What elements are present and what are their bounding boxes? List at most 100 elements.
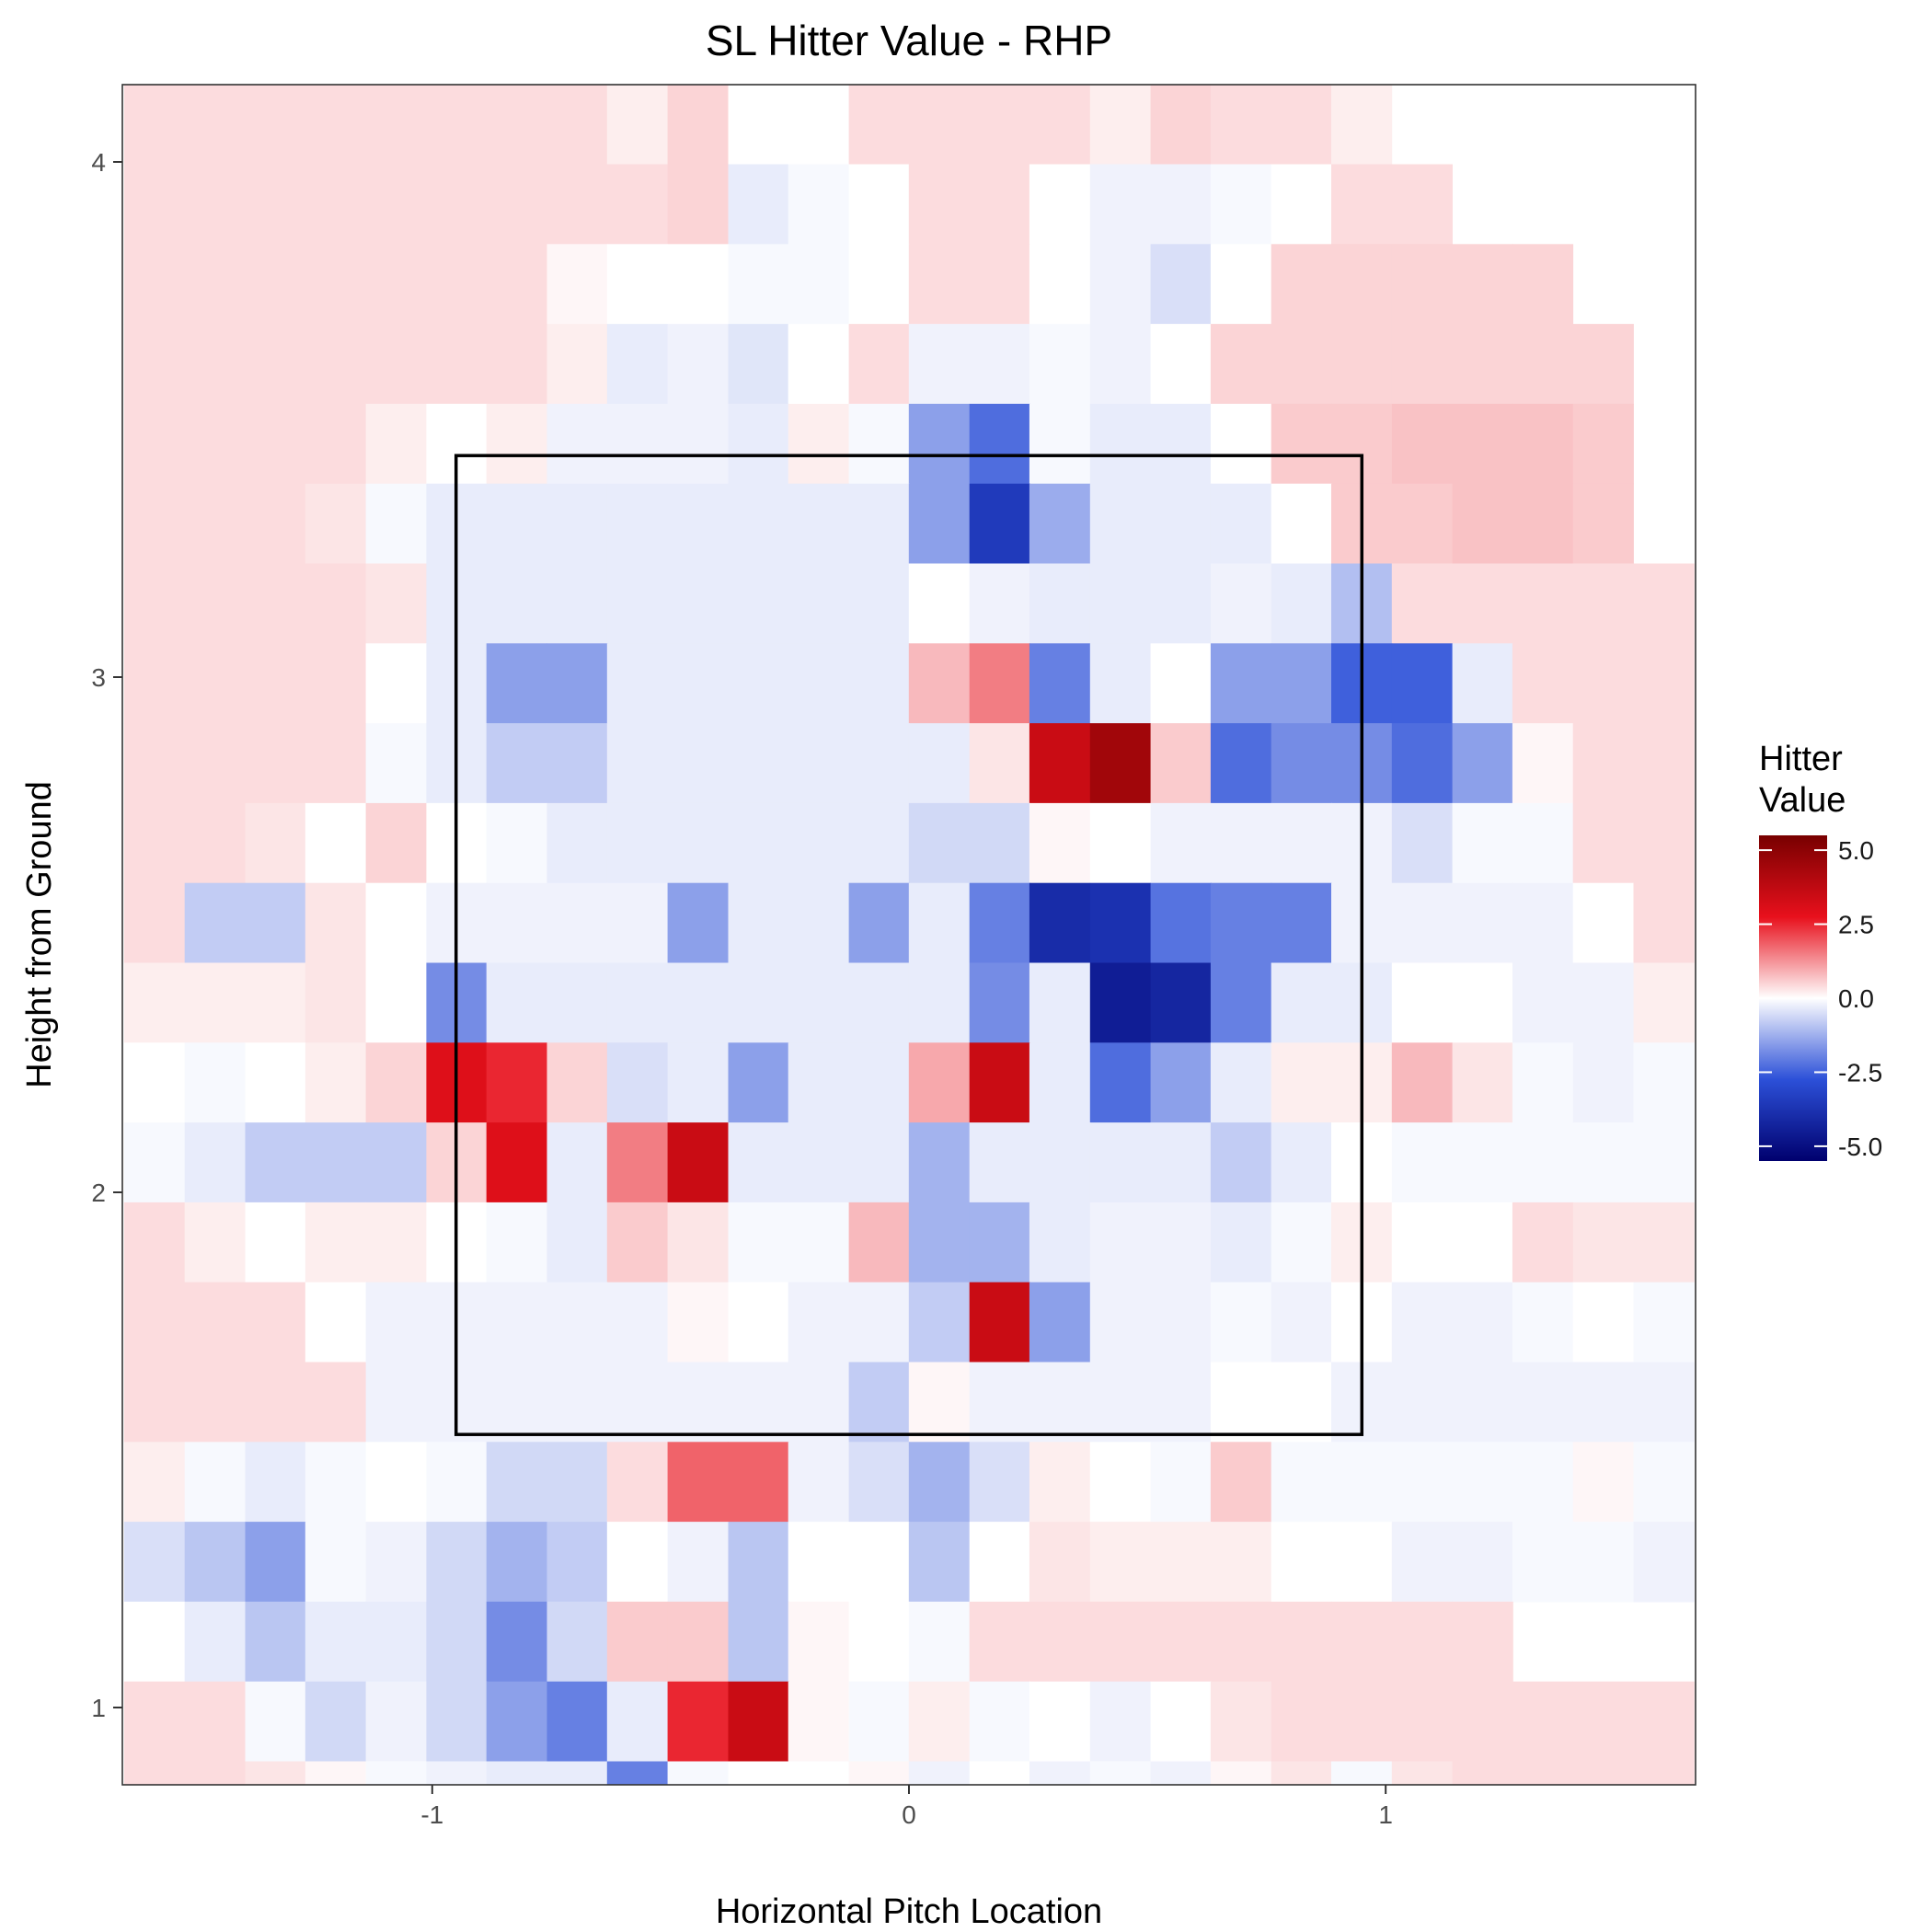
heatmap-tile	[848, 643, 910, 724]
heatmap-tile	[123, 723, 186, 804]
heatmap-tile	[245, 1681, 306, 1763]
heatmap-tile	[1089, 1202, 1151, 1283]
heatmap-tile	[365, 483, 427, 565]
heatmap-tile	[1633, 1042, 1695, 1123]
heatmap-tile	[1029, 962, 1091, 1043]
heatmap-tile	[788, 1761, 849, 1785]
heatmap-tile	[1331, 1681, 1393, 1763]
heatmap-tile	[788, 1362, 849, 1443]
heatmap-tile	[1150, 403, 1212, 485]
heatmap-tile	[1150, 643, 1212, 724]
heatmap-tile	[426, 1601, 488, 1683]
heatmap-tile	[546, 1442, 608, 1523]
heatmap-tile	[245, 882, 306, 964]
heatmap-tile	[1150, 1282, 1212, 1363]
heatmap-tiles	[123, 85, 1695, 1785]
heatmap-tile	[1391, 643, 1453, 724]
heatmap-tile	[606, 882, 668, 964]
heatmap-tile	[184, 324, 246, 405]
heatmap-tile	[123, 1442, 186, 1523]
heatmap-tile	[1452, 643, 1513, 724]
heatmap-tile	[1150, 244, 1212, 325]
heatmap-tile	[546, 1522, 608, 1603]
heatmap-tile	[908, 1522, 970, 1603]
heatmap-tile	[848, 962, 910, 1043]
heatmap-tile	[667, 1042, 729, 1123]
heatmap-tile	[1633, 1122, 1695, 1203]
heatmap-tile	[305, 723, 366, 804]
heatmap-tile	[788, 882, 849, 964]
heatmap-tile	[728, 1761, 789, 1785]
heatmap-tile	[728, 1601, 789, 1683]
heatmap-tile	[1512, 723, 1574, 804]
heatmap-tile	[969, 1202, 1030, 1283]
heatmap-tile	[1633, 1282, 1695, 1363]
heatmap-tile	[1452, 802, 1513, 884]
heatmap-tile	[546, 1282, 608, 1363]
heatmap-tile	[1452, 1122, 1513, 1203]
heatmap-tile	[728, 403, 789, 485]
heatmap-tile	[848, 1681, 910, 1763]
heatmap-tile	[365, 802, 427, 884]
heatmap-tile	[969, 962, 1030, 1043]
heatmap-tile	[788, 483, 849, 565]
heatmap-tile	[1391, 802, 1453, 884]
heatmap-tile	[788, 723, 849, 804]
heatmap-tile	[908, 882, 970, 964]
heatmap-tile	[1210, 244, 1272, 325]
heatmap-tile	[1331, 1601, 1393, 1683]
heatmap-tile	[788, 1442, 849, 1523]
heatmap-tile	[486, 1362, 547, 1443]
heatmap-tile	[184, 1282, 246, 1363]
heatmap-tile	[908, 324, 970, 405]
x-tick-label: 0	[902, 1800, 916, 1829]
heatmap-tile	[184, 1761, 246, 1785]
heatmap-tile	[1572, 1282, 1634, 1363]
heatmap-tile	[305, 1282, 366, 1363]
heatmap-tile	[788, 563, 849, 644]
heatmap-tile	[245, 164, 306, 245]
heatmap-tile	[486, 563, 547, 644]
heatmap-tile	[728, 1202, 789, 1283]
heatmap-tile	[184, 403, 246, 485]
heatmap-tile	[1210, 1522, 1272, 1603]
heatmap-tile	[788, 1282, 849, 1363]
heatmap-tile	[667, 164, 729, 245]
heatmap-tile	[908, 563, 970, 644]
heatmap-tile	[1089, 1122, 1151, 1203]
heatmap-tile	[908, 1601, 970, 1683]
heatmap-tile	[546, 723, 608, 804]
heatmap-tile	[184, 962, 246, 1043]
heatmap-tile	[486, 1522, 547, 1603]
heatmap-tile	[305, 962, 366, 1043]
heatmap-tile	[546, 324, 608, 405]
y-tick-label: 2	[91, 1179, 106, 1207]
heatmap-tile	[1633, 1761, 1695, 1785]
heatmap-tile	[728, 1282, 789, 1363]
heatmap-tile	[969, 1122, 1030, 1203]
heatmap-tile	[667, 643, 729, 724]
heatmap-tile	[1210, 1282, 1272, 1363]
heatmap-tile	[245, 1522, 306, 1603]
heatmap-tile	[305, 1202, 366, 1283]
legend-ticks: 5.0 2.5 0.0 -2.5 -5.0	[1759, 836, 1882, 1161]
heatmap-tile	[1271, 1522, 1332, 1603]
heatmap-tile	[848, 483, 910, 565]
heatmap-tile	[123, 85, 186, 166]
heatmap-tile	[1271, 1601, 1332, 1683]
heatmap-tile	[1512, 1362, 1574, 1443]
heatmap-tile	[1391, 1122, 1453, 1203]
heatmap-tile	[848, 1761, 910, 1785]
heatmap-tile	[123, 882, 186, 964]
heatmap-tile	[1029, 1681, 1091, 1763]
heatmap-tile	[486, 1681, 547, 1763]
heatmap-tile	[1452, 1202, 1513, 1283]
heatmap-tile	[667, 483, 729, 565]
heatmap-tile	[788, 164, 849, 245]
heatmap-tile	[667, 1522, 729, 1603]
heatmap-tile	[606, 85, 668, 166]
heatmap-tile	[728, 244, 789, 325]
heatmap-tile	[426, 85, 488, 166]
heatmap-tile	[667, 1761, 729, 1785]
heatmap-tile	[1271, 403, 1332, 485]
